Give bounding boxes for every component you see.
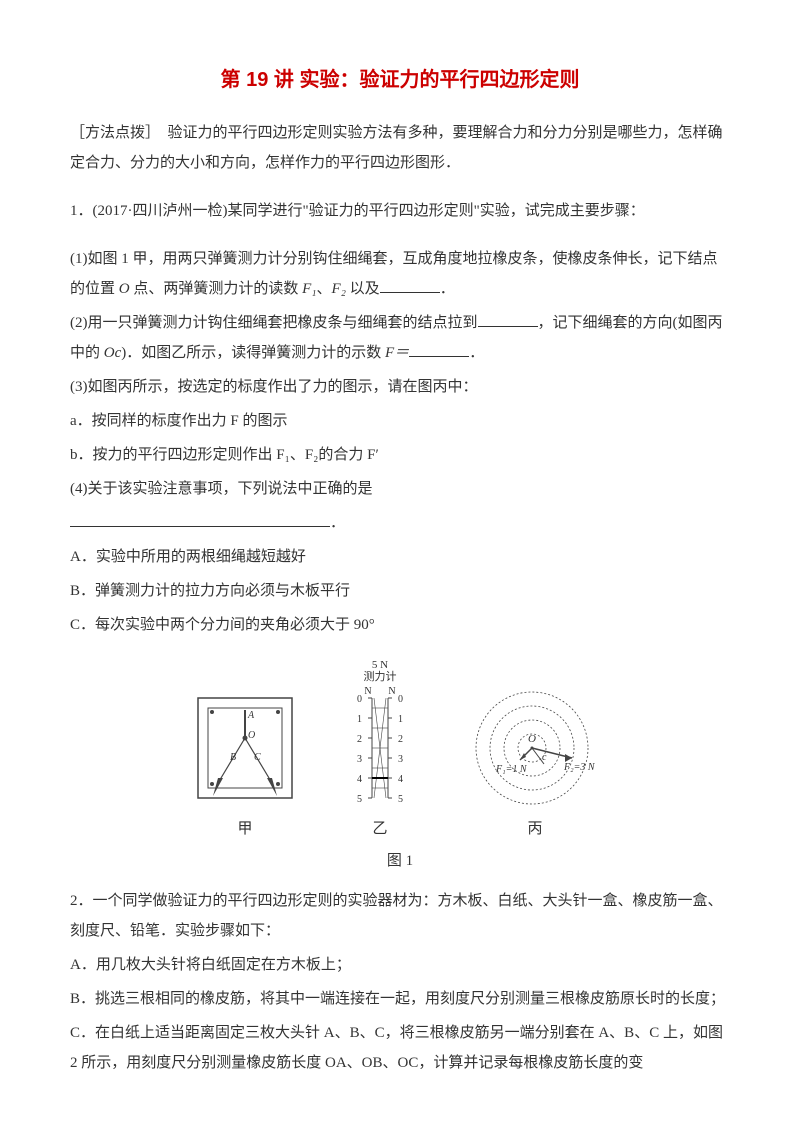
t2l: 2 <box>357 734 362 745</box>
q2-C: C．在白纸上适当距离固定三枚大头针 A、B、C，将三根橡皮筋另一端分别套在 A、… <box>70 1018 730 1078</box>
t0r: 0 <box>398 694 403 705</box>
q1-blank-line: ． <box>70 508 730 538</box>
svg-text:C: C <box>254 752 261 763</box>
figure-yi-svg: 5 N 测力计 N N 0 0 1 1 2 2 3 3 4 4 5 5 <box>340 658 420 808</box>
q1-p1b: 点、两弹簧测力计的读数 <box>130 281 303 297</box>
figure-yi: 5 N 测力计 N N 0 0 1 1 2 2 3 3 4 4 5 5 <box>340 658 420 844</box>
blank-3 <box>409 341 469 357</box>
t4r: 4 <box>398 774 403 785</box>
figure-row: A O B C 甲 5 N 测力计 N N 0 0 1 1 2 2 3 3 <box>70 658 730 844</box>
q1-optC: C．每次实验中两个分力间的夹角必须大于 90° <box>70 610 730 640</box>
tick-N-l: N <box>364 686 371 697</box>
page-title: 第 19 讲 实验：验证力的平行四边形定则 <box>70 60 730 100</box>
figure-jia: A O B C 甲 <box>190 688 300 844</box>
t5l: 5 <box>357 794 362 805</box>
q1-F2: F₂ <box>332 281 346 297</box>
cap-jia: 甲 <box>190 814 300 844</box>
q1-stem: 1．(2017·四川泸州一检)某同学进行"验证力的平行四边形定则"实验，试完成主… <box>70 196 730 226</box>
ring-O: O <box>528 733 536 745</box>
q1-p1e: ． <box>440 281 455 297</box>
q2-stem: 2．一个同学做验证力的平行四边形定则的实验器材为：方木板、白纸、大头针一盒、橡皮… <box>70 886 730 946</box>
blank-4 <box>70 511 330 527</box>
figure-jia-svg: A O B C <box>190 688 300 808</box>
q1-optB: B．弹簧测力计的拉力方向必须与木板平行 <box>70 576 730 606</box>
t1l: 1 <box>357 714 362 725</box>
q1-part2: (2)用一只弹簧测力计钩住细绳套把橡皮条与细绳套的结点拉到，记下细绳套的方向(如… <box>70 308 730 368</box>
t5r: 5 <box>398 794 403 805</box>
figure-label: 图 1 <box>70 846 730 876</box>
blank-1 <box>380 277 440 293</box>
q1-part3: (3)如图丙所示，按选定的标度作出了力的图示，请在图丙中： <box>70 372 730 402</box>
q1-optA: A．实验中所用的两根细绳越短越好 <box>70 542 730 572</box>
svg-text:B: B <box>230 752 236 763</box>
q2-B: B．挑选三根相同的橡皮筋，将其中一端连接在一起，用刻度尺分别测量三根橡皮筋原长时… <box>70 984 730 1014</box>
ring-c: c <box>542 752 547 763</box>
tick-N-r: N <box>388 686 395 697</box>
blank-2 <box>478 311 538 327</box>
t1r: 1 <box>398 714 403 725</box>
cap-bing: 丙 <box>460 814 610 844</box>
t3r: 3 <box>398 754 403 765</box>
q1-F1: F₁ <box>302 281 316 297</box>
q1-p2a: (2)用一只弹簧测力计钩住细绳套把橡皮条与细绳套的结点拉到 <box>70 315 478 331</box>
ring-F1: F₁=1 N <box>495 764 528 775</box>
scale-top: 5 N <box>372 659 388 671</box>
ring-F2: F₂=3 N <box>563 762 596 773</box>
t4l: 4 <box>357 774 362 785</box>
q1-a: a．按同样的标度作出力 F 的图示 <box>70 406 730 436</box>
svg-text:O: O <box>248 730 255 741</box>
q1-O: O <box>119 281 130 297</box>
figure-bing: O F₁=1 N F₂=3 N c 丙 <box>460 668 610 844</box>
svg-text:A: A <box>247 710 255 721</box>
t2r: 2 <box>398 734 403 745</box>
figure-bing-svg: O F₁=1 N F₂=3 N c <box>460 668 610 808</box>
q1-p1d: 以及 <box>346 281 380 297</box>
intro-paragraph: ［方法点拨］ 验证力的平行四边形定则实验方法有多种，要理解合力和分力分别是哪些力… <box>70 118 730 178</box>
scale-label: 测力计 <box>364 670 397 683</box>
q1-p2c: )．如图乙所示，读得弹簧测力计的示数 <box>121 345 385 361</box>
q1-b: b．按力的平行四边形定则作出 F₁、F₂的合力 F′ <box>70 440 730 470</box>
t0l: 0 <box>357 694 362 705</box>
q1-part4: (4)关于该实验注意事项，下列说法中正确的是 <box>70 474 730 504</box>
cap-yi: 乙 <box>340 814 420 844</box>
q1-part1: (1)如图 1 甲，用两只弹簧测力计分别钩住细绳套，互成角度地拉橡皮条，使橡皮条… <box>70 244 730 304</box>
q1-Oc: Oc <box>104 345 122 361</box>
q2-A: A．用几枚大头针将白纸固定在方木板上； <box>70 950 730 980</box>
q1-Feq: F＝ <box>385 345 409 361</box>
t3l: 3 <box>357 754 362 765</box>
q1-p2d: ． <box>469 345 484 361</box>
q1-p1c: 、 <box>317 281 332 297</box>
